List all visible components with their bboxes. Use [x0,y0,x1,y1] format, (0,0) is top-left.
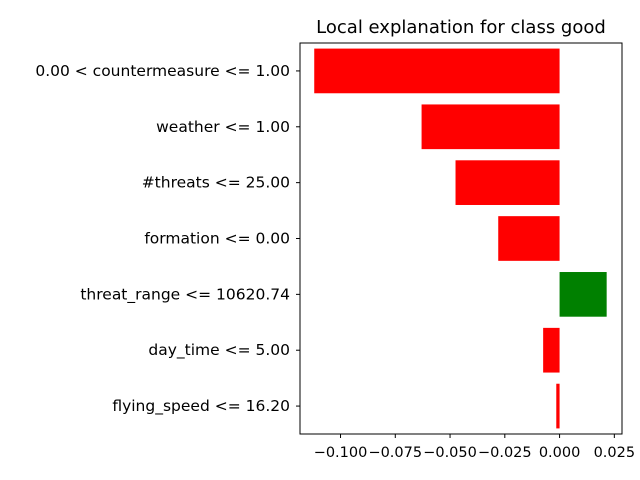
x-tick-label-0: −0.100 [314,445,368,461]
y-tick-label-1: weather <= 1.00 [156,118,290,136]
x-tick-label-4: 0.000 [539,445,581,461]
y-tick-label-6: flying_speed <= 16.20 [112,397,290,416]
y-tick-label-2: #threats <= 25.00 [142,174,290,192]
x-tick-label-1: −0.075 [368,445,422,461]
bar-2 [455,160,560,205]
x-ticks: −0.100 −0.075 −0.050 −0.025 0.000 0.025 [314,434,635,461]
plot-frame [299,42,623,435]
bar-0 [314,48,560,94]
x-tick-label-3: −0.025 [478,445,532,461]
y-tick-label-3: formation <= 0.00 [144,230,290,248]
bar-1 [421,104,560,150]
bar-6 [556,383,560,429]
bar-3 [498,216,560,261]
y-tick-label-4: threat_range <= 10620.74 [80,285,290,304]
x-tick-label-5: 0.025 [594,445,636,461]
bar-5 [543,327,560,373]
y-tick-label-0: 0.00 < countermeasure <= 1.00 [35,62,290,80]
bars-group [314,48,607,429]
bar-4 [559,272,607,317]
y-tick-label-5: day_time <= 5.00 [148,341,290,360]
chart-title: Local explanation for class good [316,17,606,38]
y-tick-labels: 0.00 < countermeasure <= 1.00 weather <= … [35,62,300,416]
x-tick-label-2: −0.050 [423,445,477,461]
